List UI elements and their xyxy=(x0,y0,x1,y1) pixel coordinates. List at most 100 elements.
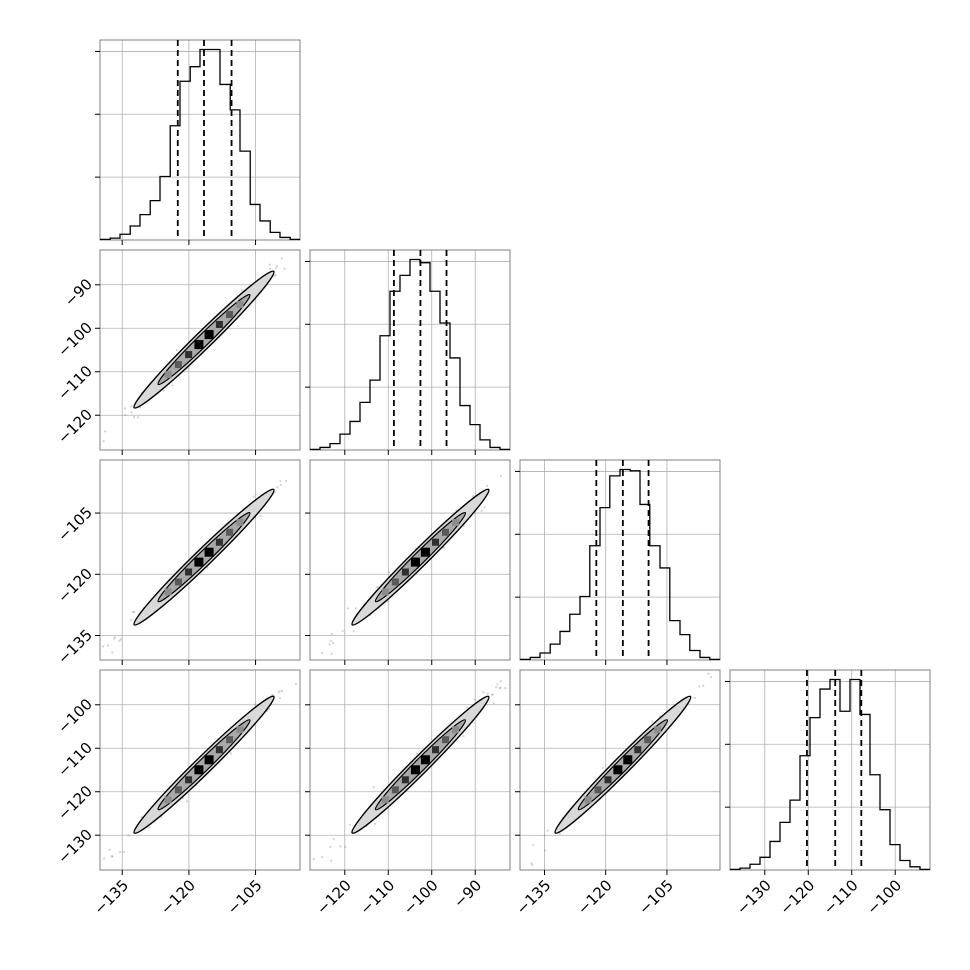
sample-point xyxy=(710,676,713,679)
x-tick-label: −100 xyxy=(400,876,442,918)
y-tick-label: −90 xyxy=(61,275,96,310)
y-tick-label: −100 xyxy=(54,695,96,737)
histogram-step xyxy=(310,258,510,451)
sample-point xyxy=(254,703,257,706)
sample-point xyxy=(490,693,493,696)
sample-point xyxy=(185,800,189,803)
axes-frame xyxy=(519,669,721,871)
density-cell xyxy=(215,746,223,754)
sample-point xyxy=(133,610,136,614)
sample-point xyxy=(175,349,178,352)
sample-point xyxy=(275,264,279,268)
y-tick-label: −135 xyxy=(54,626,96,668)
sample-point xyxy=(283,267,286,270)
y-tick-label: −130 xyxy=(54,825,96,867)
sample-point xyxy=(339,845,342,848)
sample-point xyxy=(498,687,501,690)
sample-point xyxy=(106,644,110,647)
sample-point xyxy=(483,506,486,509)
sample-point xyxy=(486,484,489,487)
density-cell xyxy=(194,557,204,567)
sample-point xyxy=(284,479,288,483)
sample-point xyxy=(707,672,710,675)
histogram-step xyxy=(730,678,930,871)
density-cell xyxy=(381,796,389,804)
density-cell xyxy=(391,578,399,586)
density-cell xyxy=(432,538,439,546)
density-cell xyxy=(644,736,652,744)
y-tick-label: −110 xyxy=(54,362,96,404)
density-cell xyxy=(654,726,662,734)
sample-point xyxy=(119,638,122,641)
sample-point xyxy=(372,786,375,789)
x-tick-label: −120 xyxy=(157,876,199,918)
x-tick-label: −135 xyxy=(513,876,555,918)
density-cell xyxy=(185,776,193,784)
sample-point xyxy=(530,862,533,865)
density-cell xyxy=(194,765,204,775)
sample-point xyxy=(171,384,174,387)
histogram-step xyxy=(100,48,300,241)
axes-frame xyxy=(99,39,301,241)
density-cell xyxy=(204,330,214,340)
sample-point xyxy=(278,690,281,693)
axes-frame xyxy=(309,669,511,871)
density-cell xyxy=(584,796,592,804)
sample-point xyxy=(496,683,499,686)
density-cell xyxy=(204,547,214,557)
axes-frame xyxy=(309,459,511,661)
sample-point xyxy=(376,586,379,589)
sample-point xyxy=(274,273,277,277)
sample-point xyxy=(252,495,255,498)
x-tick-label: −130 xyxy=(733,876,775,918)
sample-point xyxy=(482,691,485,694)
density-cell xyxy=(164,588,172,596)
sample-point xyxy=(148,826,151,829)
density-cell xyxy=(226,736,234,744)
density-cell xyxy=(604,776,612,784)
sample-point xyxy=(162,389,165,392)
density-cell xyxy=(236,518,244,526)
sample-point xyxy=(346,607,350,610)
sample-point xyxy=(341,630,344,633)
sample-point xyxy=(544,849,547,852)
sample-point xyxy=(259,514,262,518)
sample-point xyxy=(271,694,274,697)
sample-point xyxy=(321,856,324,859)
density-cell xyxy=(401,568,409,576)
y-tick-label: −105 xyxy=(54,503,96,545)
sample-point xyxy=(328,643,331,646)
x-tick-label: −105 xyxy=(635,876,677,918)
sample-point xyxy=(344,845,347,849)
x-tick-label: −135 xyxy=(90,876,132,918)
sample-point xyxy=(132,610,135,614)
density-cell xyxy=(164,371,172,379)
sample-point xyxy=(111,651,114,654)
pair-panel-1-3: −120 −110 −100 −90 xyxy=(305,669,511,918)
sample-point xyxy=(473,698,476,701)
sample-point xyxy=(330,652,333,656)
axes-frame xyxy=(99,249,301,451)
sample-point xyxy=(268,263,271,266)
sample-point xyxy=(332,837,335,841)
sample-point xyxy=(472,495,475,498)
marginal-panel-2 xyxy=(515,459,721,665)
sample-point xyxy=(499,475,502,478)
sample-point xyxy=(127,834,130,837)
y-tick-label: −110 xyxy=(54,739,96,781)
density-cell xyxy=(164,796,172,804)
sample-point xyxy=(693,696,696,700)
sample-point xyxy=(102,440,105,443)
axes-frame xyxy=(99,459,301,661)
sample-point xyxy=(108,848,111,851)
sample-point xyxy=(499,680,502,683)
sample-point xyxy=(118,639,121,642)
sample-point xyxy=(119,850,122,854)
density-cell xyxy=(634,746,642,754)
sample-point xyxy=(240,289,243,292)
y-tick-label: −100 xyxy=(54,319,96,361)
y-tick-label: −120 xyxy=(54,405,96,447)
sample-point xyxy=(312,857,315,861)
sample-point xyxy=(278,697,282,700)
